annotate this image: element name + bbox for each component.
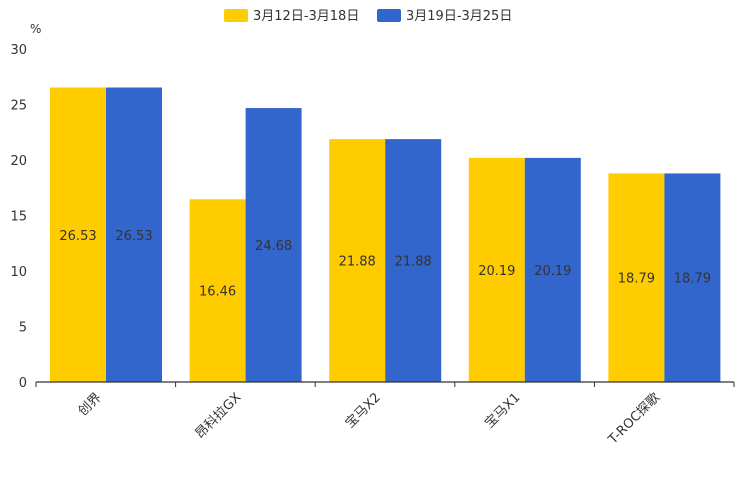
bar-1-2 [189,199,246,382]
legend-label-series-2: 3月19日-3月25日 [406,9,512,24]
data-label: 24.68 [255,239,292,254]
data-label: 18.79 [674,272,711,287]
y-tick-label: 20 [10,154,27,169]
x-category-label: 宝马X2 [343,390,384,431]
y-tick-label: 0 [19,376,27,391]
bar-2-1 [106,87,162,382]
legend-label-series-1: 3月12日-3月18日 [253,9,359,24]
legend: 3月12日-3月18日 3月19日-3月25日 [224,9,512,24]
x-category-label: 昂科拉GX [193,390,245,442]
y-axis: 0 5 10 15 20 25 30 [10,43,27,391]
data-label: 18.79 [618,272,655,287]
bar-1-4 [468,157,525,382]
bars [50,87,721,382]
data-label: 16.46 [199,285,236,300]
x-axis: 创界 昂科拉GX 宝马X2 宝马X1 T-ROC探歌 [35,381,735,448]
data-label: 21.88 [339,255,376,270]
y-tick-label: 10 [10,265,27,280]
y-tick-label: 25 [10,99,27,114]
bar-2-4 [524,157,581,382]
x-category-label: 创界 [76,390,105,419]
data-label: 26.53 [59,229,96,244]
y-tick-label: 15 [10,210,27,225]
data-labels: 26.53 26.53 16.46 24.68 21.88 21.88 20.19 20.19… [59,229,711,300]
bar-1-3 [329,139,386,382]
y-axis-unit: % [30,22,41,36]
data-label: 26.53 [115,229,152,244]
y-tick-label: 30 [10,43,27,58]
x-category-label: 宝马X1 [482,390,523,431]
y-tick-label: 5 [19,321,27,336]
data-label: 20.19 [534,264,571,279]
bar-1-1 [50,87,106,382]
data-label: 20.19 [478,264,515,279]
legend-swatch-series-2 [377,9,401,22]
bar-2-3 [385,139,442,382]
data-label: 21.88 [395,255,432,270]
bar-2-5 [664,173,721,382]
bar-1-5 [608,173,665,382]
x-category-label: T-ROC探歌 [605,390,663,448]
legend-swatch-series-1 [224,9,248,22]
bar-2-2 [245,108,302,382]
